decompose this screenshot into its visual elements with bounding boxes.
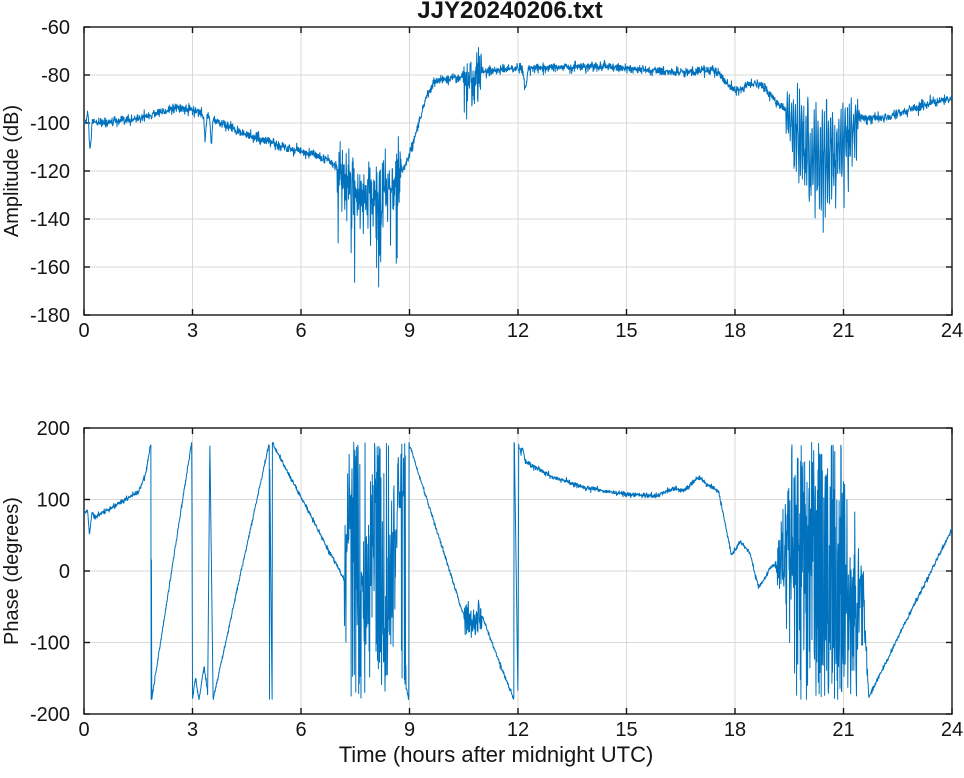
svg-text:-100: -100 — [30, 633, 70, 655]
svg-text:18: 18 — [724, 320, 746, 342]
svg-text:9: 9 — [404, 719, 415, 741]
svg-text:-160: -160 — [30, 257, 70, 279]
svg-text:-200: -200 — [30, 704, 70, 726]
svg-text:Time (hours after midnight UTC: Time (hours after midnight UTC) — [339, 742, 654, 767]
svg-text:6: 6 — [295, 719, 306, 741]
svg-text:24: 24 — [941, 320, 963, 342]
svg-text:Amplitude (dB): Amplitude (dB) — [1, 105, 23, 237]
svg-text:JJY20240206.txt: JJY20240206.txt — [417, 0, 602, 24]
svg-text:-100: -100 — [30, 113, 70, 135]
svg-text:3: 3 — [187, 320, 198, 342]
svg-text:18: 18 — [724, 719, 746, 741]
svg-text:-180: -180 — [30, 305, 70, 327]
svg-text:-60: -60 — [41, 17, 70, 39]
svg-text:0: 0 — [59, 561, 70, 583]
svg-text:12: 12 — [507, 320, 529, 342]
svg-text:21: 21 — [832, 719, 854, 741]
svg-text:0: 0 — [78, 320, 89, 342]
svg-text:3: 3 — [187, 719, 198, 741]
svg-text:15: 15 — [615, 719, 637, 741]
svg-text:100: 100 — [37, 490, 70, 512]
svg-text:24: 24 — [941, 719, 963, 741]
svg-text:-80: -80 — [41, 65, 70, 87]
svg-text:Phase (degrees): Phase (degrees) — [1, 497, 23, 645]
svg-text:12: 12 — [507, 719, 529, 741]
svg-text:0: 0 — [78, 719, 89, 741]
svg-text:15: 15 — [615, 320, 637, 342]
svg-text:21: 21 — [832, 320, 854, 342]
svg-text:9: 9 — [404, 320, 415, 342]
svg-text:-140: -140 — [30, 209, 70, 231]
svg-text:6: 6 — [295, 320, 306, 342]
svg-text:-120: -120 — [30, 161, 70, 183]
svg-text:200: 200 — [37, 418, 70, 440]
